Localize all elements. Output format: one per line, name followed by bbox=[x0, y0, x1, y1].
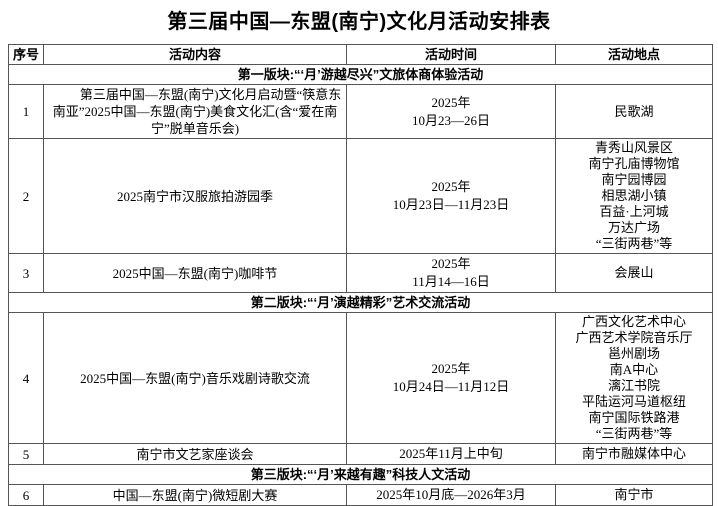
activity-location-cell: 青秀山风景区 南宁孔庙博物馆 南宁园博园 相思湖小镇 百益·上河城 万达广场 “三街两巷”等 bbox=[555, 138, 713, 254]
location-line: 邕州剧场 bbox=[607, 346, 660, 361]
activity-content-cell: 2025南宁市汉服旅拍游园季 bbox=[43, 138, 347, 254]
section-label: 第三版块:“‘月’来越有趣”科技人文活动 bbox=[8, 464, 713, 485]
section-row: 第三版块:“‘月’来越有趣”科技人文活动 bbox=[8, 464, 713, 485]
row-number-cell: 1 bbox=[8, 84, 44, 139]
location-line: 广西艺术学院音乐厅 bbox=[575, 330, 693, 345]
section-row: 第二版块:“‘月’演越精彩”艺术交流活动 bbox=[8, 292, 713, 313]
activity-time-cell: 2025年10月底—2026年3月 bbox=[346, 484, 556, 506]
activity-location-cell: 南宁市 bbox=[555, 484, 713, 506]
activity-content-cell: 第三届中国—东盟(南宁)文化月启动暨“筷意东南亚”2025中国—东盟(南宁)美食… bbox=[43, 84, 347, 139]
time-line: 11月14—16日 bbox=[412, 274, 490, 289]
location-line: 南宁市融媒体中心 bbox=[581, 446, 686, 461]
time-line: 2025年 bbox=[431, 94, 471, 110]
page: 第三届中国—东盟(南宁)文化月活动安排表 序号 活动内容 活动时间 活动地点 第… bbox=[0, 9, 718, 506]
time-line: 2025年 bbox=[431, 256, 471, 271]
col-header-time: 活动时间 bbox=[346, 44, 556, 65]
location-line: 会展山 bbox=[614, 265, 654, 280]
location-line: 青秀山风景区 bbox=[594, 140, 673, 155]
location-line: 相思湖小镇 bbox=[601, 188, 667, 203]
activity-time-cell: 2025年11月上中旬 bbox=[346, 443, 556, 465]
time-line: 10月24日—11月12日 bbox=[392, 379, 510, 394]
location-line: “三街两巷”等 bbox=[595, 426, 673, 441]
activity-location-cell: 会展山 bbox=[555, 253, 713, 293]
activity-content-cell: 2025中国—东盟(南宁)咖啡节 bbox=[43, 253, 347, 293]
row-number-cell: 5 bbox=[8, 443, 44, 465]
time-line: 10月23日—11月23日 bbox=[392, 197, 510, 212]
activity-time-cell: 2025年 10月24日—11月12日 bbox=[346, 312, 556, 444]
header-row: 序号 活动内容 活动时间 活动地点 bbox=[8, 44, 713, 65]
table-row: 2 2025南宁市汉服旅拍游园季 2025年 10月23日—11月23日 青秀山风景区南… bbox=[8, 138, 713, 254]
section-row: 第一版块:“‘月’游越尽兴”文旅体商体验活动 bbox=[8, 64, 713, 85]
activity-content-cell: 2025中国—东盟(南宁)音乐戏剧诗歌交流 bbox=[43, 312, 347, 444]
activity-time-cell: 2025年 11月14—16日 bbox=[346, 253, 556, 293]
col-header-content: 活动内容 bbox=[43, 44, 347, 65]
row-number-cell: 2 bbox=[8, 138, 44, 254]
time-line: 2025年11月上中旬 bbox=[399, 446, 503, 461]
time-line: 2025年10月底—2026年3月 bbox=[376, 487, 526, 502]
col-header-location: 活动地点 bbox=[555, 44, 713, 65]
location-line: 民歌湖 bbox=[614, 103, 654, 119]
col-header-no: 序号 bbox=[8, 44, 44, 65]
page-title: 第三届中国—东盟(南宁)文化月活动安排表 bbox=[167, 11, 551, 33]
location-line: 广西文化艺术中心 bbox=[581, 314, 686, 329]
schedule-table: 序号 活动内容 活动时间 活动地点 第一版块:“‘月’游越尽兴”文旅体商体验活动… bbox=[8, 44, 713, 506]
time-line: 10月23—26日 bbox=[411, 112, 490, 128]
table-row: 4 2025中国—东盟(南宁)音乐戏剧诗歌交流 2025年 10月24日—11月12日… bbox=[8, 312, 713, 444]
time-line: 2025年 bbox=[431, 179, 471, 194]
row-number-cell: 6 bbox=[8, 484, 44, 506]
time-line: 2025年 bbox=[431, 361, 471, 376]
location-line: 南宁国际铁路港 bbox=[588, 410, 680, 425]
activity-content-cell: 中国—东盟(南宁)微短剧大赛 bbox=[43, 484, 347, 506]
location-line: 漓江书院 bbox=[607, 378, 660, 393]
section-label: 第二版块:“‘月’演越精彩”艺术交流活动 bbox=[8, 292, 713, 313]
activity-content-cell: 南宁市文艺家座谈会 bbox=[43, 443, 347, 465]
row-number-cell: 4 bbox=[8, 312, 44, 444]
location-line: 平陆运河马道枢纽 bbox=[581, 394, 686, 409]
location-line: 万达广场 bbox=[607, 220, 660, 235]
location-line: 南宁园博园 bbox=[601, 172, 667, 187]
activity-location-cell: 南宁市融媒体中心 bbox=[555, 443, 713, 465]
activity-location-cell: 民歌湖 bbox=[555, 84, 713, 139]
activity-time-cell: 2025年 10月23日—11月23日 bbox=[346, 138, 556, 254]
location-line: 南宁市 bbox=[614, 487, 654, 502]
location-line: 南宁孔庙博物馆 bbox=[588, 156, 680, 171]
table-row: 3 2025中国—东盟(南宁)咖啡节 2025年 11月14—16日 会展山 bbox=[8, 253, 713, 293]
table-row: 5 南宁市文艺家座谈会 2025年11月上中旬 南宁市融媒体中心 bbox=[8, 443, 713, 465]
table-row: 6 中国—东盟(南宁)微短剧大赛 2025年10月底—2026年3月 南宁市 bbox=[8, 484, 713, 506]
activity-time-cell: 2025年 10月23—26日 bbox=[346, 84, 556, 139]
location-line: 百益·上河城 bbox=[599, 204, 669, 219]
section-label: 第一版块:“‘月’游越尽兴”文旅体商体验活动 bbox=[8, 64, 713, 85]
table-row: 1 第三届中国—东盟(南宁)文化月启动暨“筷意东南亚”2025中国—东盟(南宁)美… bbox=[8, 84, 713, 139]
location-line: “三街两巷”等 bbox=[595, 236, 673, 251]
location-line: 南A中心 bbox=[609, 362, 659, 377]
row-number-cell: 3 bbox=[8, 253, 44, 293]
activity-location-cell: 广西文化艺术中心 广西艺术学院音乐厅 邕州剧场 南A中心 漓江书院 平陆运河马道枢纽 南宁国… bbox=[555, 312, 713, 444]
